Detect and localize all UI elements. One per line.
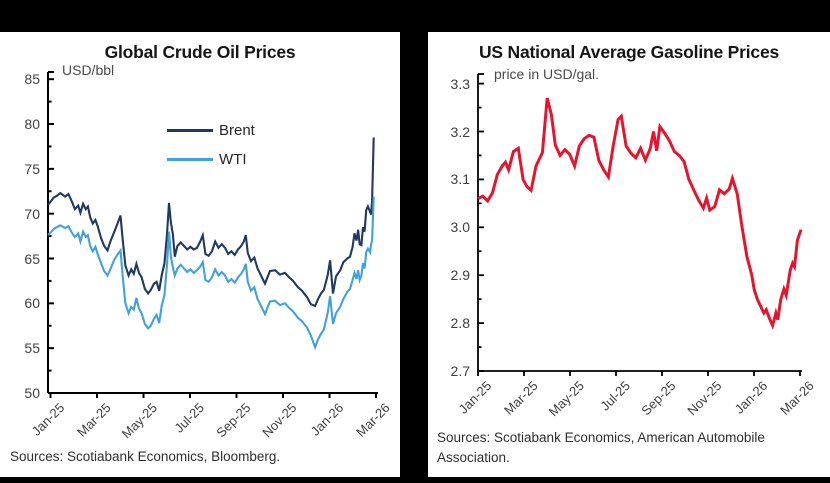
axes — [47, 71, 378, 398]
chart-title: Global Crude Oil Prices — [104, 42, 296, 62]
y-axis-label: 85 — [24, 71, 40, 88]
brent-line — [47, 137, 375, 308]
axes — [477, 73, 802, 376]
legend-label-wti: WTI — [219, 151, 247, 168]
y-axis-label: 80 — [24, 116, 40, 133]
source-note: Sources: Scotiabank Economics, American … — [437, 430, 765, 466]
y-axis-label: 75 — [24, 160, 40, 177]
us-line — [477, 97, 803, 331]
chart-title: US National Average Gasoline Prices — [478, 42, 780, 62]
y-axis-label: 3.1 — [450, 171, 470, 188]
y-axis-label: 3.2 — [450, 123, 470, 140]
legend-item-brent: Brent — [167, 122, 255, 139]
crude-oil-chart-panel: Global Crude Oil Prices USD/bbl Brent WT… — [0, 32, 400, 477]
y-axis-label: 2.9 — [450, 267, 470, 284]
y-axis-unit-label: price in USD/gal. — [494, 66, 600, 82]
wti-line-swatch — [167, 158, 213, 161]
y-axis-label: 65 — [24, 250, 40, 267]
y-axis-unit-label: USD/bbl — [62, 62, 115, 78]
gasoline-chart-panel: US National Average Gasoline Prices pric… — [428, 32, 830, 477]
crude-oil-chart — [47, 71, 378, 398]
wti-line — [47, 196, 375, 351]
legend-label-brent: Brent — [219, 122, 255, 139]
gasoline-chart — [477, 73, 803, 376]
y-axis-label: 2.7 — [450, 363, 470, 379]
y-axis-label: 3.3 — [450, 75, 470, 92]
y-axis-label: 70 — [24, 205, 40, 222]
brent-line-swatch — [167, 129, 213, 132]
y-axis-label: 50 — [24, 385, 40, 401]
legend-item-wti: WTI — [167, 151, 247, 168]
y-axis-label: 3.0 — [450, 219, 470, 236]
y-axis-label: 2.8 — [450, 315, 470, 332]
y-axis-label: 55 — [24, 340, 40, 357]
y-axis-label: 60 — [24, 295, 40, 312]
source-note: Sources: Scotiabank Economics, Bloomberg… — [10, 449, 281, 464]
